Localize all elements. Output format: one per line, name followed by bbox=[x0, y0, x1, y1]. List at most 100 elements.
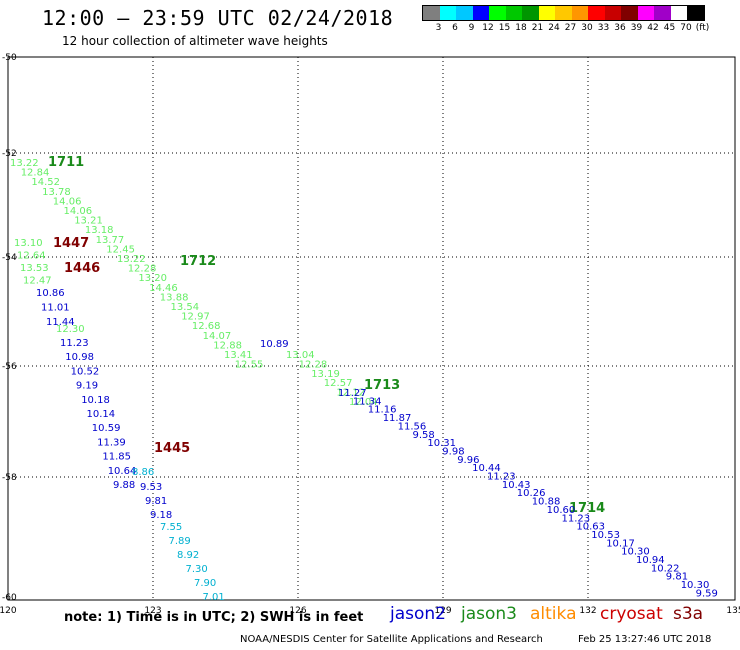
swh-value: 12.57 bbox=[324, 378, 353, 389]
swh-value: 13.21 bbox=[74, 216, 103, 227]
scale-label: (ft) bbox=[695, 23, 710, 33]
latitude-label: -60 bbox=[2, 593, 17, 603]
longitude-label: 120 bbox=[0, 606, 17, 616]
swh-value: 12.68 bbox=[192, 321, 221, 332]
swh-value: 14.06 bbox=[53, 196, 82, 207]
swh-value: 7.30 bbox=[186, 564, 208, 575]
swh-value: 12.84 bbox=[21, 168, 50, 179]
legend-altika: altika bbox=[530, 604, 577, 624]
longitude-label: 126 bbox=[289, 606, 306, 616]
scale-label: 33 bbox=[597, 23, 610, 33]
swh-value: 7.55 bbox=[160, 522, 182, 533]
swh-value: 11.27 bbox=[338, 388, 367, 399]
latitude-label: -58 bbox=[2, 473, 17, 483]
swh-value: 10.60 bbox=[547, 505, 576, 516]
latitude-label: -56 bbox=[2, 362, 17, 372]
swh-value: 10.14 bbox=[87, 409, 116, 420]
scale-swatch bbox=[522, 6, 539, 20]
swh-value: 10.89 bbox=[260, 339, 289, 350]
scale-label: 70 bbox=[680, 23, 692, 33]
legend-jason3: jason3 bbox=[461, 604, 517, 624]
scale-swatch bbox=[456, 6, 473, 20]
scale-label: 39 bbox=[630, 23, 643, 33]
swh-value: 13.19 bbox=[311, 369, 340, 380]
swh-value: 12.55 bbox=[235, 360, 264, 371]
swh-value: 10.30 bbox=[621, 547, 650, 558]
pass-time-label: 1713 bbox=[364, 378, 400, 393]
swh-value: 11.23 bbox=[60, 338, 89, 349]
swh-value: 11.34 bbox=[353, 396, 382, 407]
swh-value: 8.92 bbox=[177, 550, 199, 561]
swh-value: 11.85 bbox=[102, 452, 131, 463]
swh-value: 10.98 bbox=[65, 352, 94, 363]
pass-time-label: 1447 bbox=[53, 236, 89, 251]
scale-swatch bbox=[588, 6, 605, 20]
swh-value: 8.86 bbox=[132, 467, 154, 478]
swh-value: 13.04 bbox=[286, 350, 315, 361]
swh-value: 13.77 bbox=[96, 235, 125, 246]
scale-label: 30 bbox=[581, 23, 593, 33]
credit-line: NOAA/NESDIS Center for Satellite Applica… bbox=[240, 634, 543, 645]
scale-label: 45 bbox=[663, 23, 676, 33]
scale-label: 12 bbox=[482, 23, 494, 33]
swh-value: 10.64 bbox=[108, 466, 137, 477]
swh-value: 11.39 bbox=[97, 437, 126, 448]
swh-value: 10.86 bbox=[36, 288, 65, 299]
scale-swatch bbox=[472, 6, 489, 20]
swh-value: 12.12 bbox=[336, 388, 365, 399]
swh-value: 12.47 bbox=[23, 276, 52, 287]
scale-label: 6 bbox=[452, 23, 458, 33]
swh-value: 9.98 bbox=[442, 446, 464, 457]
swh-value: 13.53 bbox=[20, 263, 49, 274]
swh-value: 11.23 bbox=[487, 472, 516, 483]
swh-value: 14.46 bbox=[149, 283, 178, 294]
color-scale-legend: 3 6 9 12 15 18 21 24 27 30 33 36 39 42 45 70 (ft) bbox=[422, 5, 709, 35]
pass-time-label: 1446 bbox=[64, 261, 100, 276]
scale-label: 18 bbox=[515, 23, 527, 33]
swh-value: 14.07 bbox=[203, 331, 232, 342]
swh-value: 12.88 bbox=[213, 340, 242, 351]
swh-value: 13.41 bbox=[224, 350, 253, 361]
map-frame bbox=[7, 56, 736, 601]
swh-value: 9.59 bbox=[696, 588, 718, 599]
swh-value: 10.52 bbox=[71, 366, 100, 377]
swh-value: 11.87 bbox=[383, 413, 412, 424]
scale-swatch bbox=[637, 6, 654, 20]
scale-swatch bbox=[604, 6, 621, 20]
swh-value: 9.18 bbox=[150, 510, 172, 521]
swh-value: 14.06 bbox=[64, 206, 93, 217]
latitude-label: -52 bbox=[2, 149, 17, 159]
color-scale-bar bbox=[422, 5, 705, 21]
swh-value: 13.20 bbox=[138, 273, 167, 284]
swh-value: 12.30 bbox=[56, 324, 85, 335]
swh-value: 9.96 bbox=[457, 455, 479, 466]
swh-value: 9.88 bbox=[113, 480, 135, 491]
scale-swatch bbox=[621, 6, 638, 20]
swh-value: 13.22 bbox=[10, 158, 39, 169]
swh-value: 10.22 bbox=[651, 563, 680, 574]
legend-s3a: s3a bbox=[673, 604, 704, 624]
scale-label: 21 bbox=[531, 23, 544, 33]
chart-title: 12:00 – 23:59 UTC 02/24/2018 bbox=[42, 6, 394, 30]
swh-value: 12.45 bbox=[106, 244, 135, 255]
swh-value: 11.44 bbox=[46, 317, 75, 328]
scale-swatch bbox=[654, 6, 671, 20]
swh-value: 13.10 bbox=[14, 238, 43, 249]
pass-time-label: 1712 bbox=[180, 254, 216, 269]
swh-value: 7.01 bbox=[203, 592, 225, 603]
swh-value: 10.26 bbox=[517, 488, 546, 499]
longitude-label: 123 bbox=[144, 606, 161, 616]
scale-swatch bbox=[538, 6, 555, 20]
swh-value: 9.53 bbox=[140, 482, 162, 493]
longitude-label: 135 bbox=[726, 606, 740, 616]
swh-value: 10.30 bbox=[681, 580, 710, 591]
pass-time-label: 1711 bbox=[48, 155, 84, 170]
swh-value: 10.43 bbox=[502, 480, 531, 491]
scale-label: 3 bbox=[435, 23, 442, 33]
scale-swatch bbox=[439, 6, 456, 20]
swh-value: 11.01 bbox=[41, 303, 70, 314]
swh-value: 10.94 bbox=[636, 555, 665, 566]
swh-value: 13.88 bbox=[160, 292, 189, 303]
swh-value: 12.64 bbox=[17, 251, 46, 262]
swh-value: 7.90 bbox=[194, 578, 216, 589]
